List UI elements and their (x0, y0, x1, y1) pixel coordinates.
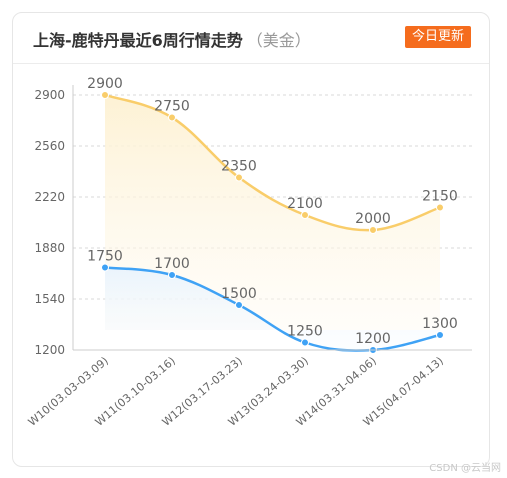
data-point (301, 211, 309, 219)
currency-unit: （美金） (246, 31, 311, 50)
series-line (104, 93, 441, 232)
data-point (235, 173, 243, 182)
series-line (104, 266, 441, 352)
data-label: 1500 (221, 286, 257, 302)
card-header: 上海-鹿特丹最近6周行情走势 （美金） 今日更新 (13, 13, 489, 64)
y-tick-label: 1880 (34, 241, 65, 255)
data-point (436, 203, 444, 212)
data-point (436, 331, 444, 339)
data-label: 1200 (355, 331, 391, 347)
data-label: 1250 (287, 324, 323, 340)
data-label: 2000 (355, 211, 391, 227)
data-point (301, 338, 309, 347)
y-tick-label: 1540 (34, 292, 65, 306)
data-point (168, 113, 176, 122)
update-badge[interactable]: 今日更新 (404, 26, 471, 48)
y-tick-label: 1200 (34, 343, 65, 357)
data-point (168, 271, 176, 279)
data-label: 2350 (221, 159, 257, 175)
chart-title-text: 上海-鹿特丹最近6周行情走势 (33, 31, 243, 50)
data-label: 1700 (154, 256, 190, 272)
series-area (105, 267, 440, 351)
data-point (101, 263, 109, 272)
data-point (369, 226, 377, 234)
data-label: 2100 (287, 196, 323, 212)
y-tick-label: 2220 (34, 190, 65, 204)
data-label: 2750 (154, 99, 190, 115)
data-point (101, 91, 109, 99)
y-tick-label: 2900 (34, 88, 65, 102)
series-area (105, 95, 440, 330)
watermark: CSDN @云当网 (429, 463, 501, 474)
y-tick-label: 2560 (34, 139, 65, 153)
data-label: 1300 (422, 316, 458, 332)
chart-title: 上海-鹿特丹最近6周行情走势 （美金） (33, 27, 311, 51)
data-point (235, 301, 243, 309)
data-label: 2150 (422, 189, 458, 205)
data-label: 1750 (87, 249, 123, 265)
data-label: 2900 (87, 76, 123, 92)
